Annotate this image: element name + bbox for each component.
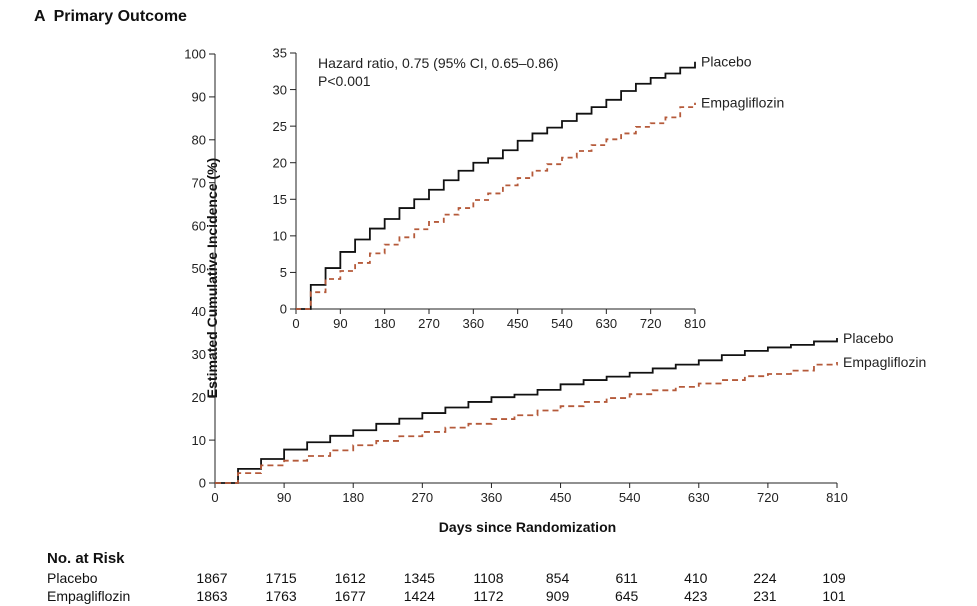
main-series-lines: Placebo Empagliflozin xyxy=(215,330,926,484)
inset-x-tick-label: 90 xyxy=(333,316,347,331)
risk-cell: 231 xyxy=(753,588,777,604)
inset-series-lines: Placebo Empagliflozin xyxy=(296,54,784,310)
risk-cell: 109 xyxy=(822,570,846,586)
inset-y-tick-label: 30 xyxy=(273,82,287,97)
risk-cell: 224 xyxy=(753,570,777,586)
main-y-tick-label: 50 xyxy=(192,261,206,276)
main-series-label-empagliflozin: Empagliflozin xyxy=(843,354,926,370)
inset-series-label-placebo: Placebo xyxy=(701,54,752,70)
inset-line-placebo xyxy=(296,61,696,310)
panel-title: A Primary Outcome xyxy=(34,8,187,26)
inset-y-tick-label: 5 xyxy=(280,265,287,280)
main-y-tick-label: 40 xyxy=(192,304,206,319)
risk-cell: 1424 xyxy=(403,588,435,604)
inset-y-tick-label: 35 xyxy=(273,46,287,61)
inset-axes: 0 5 10 15 20 25 30 35 0 90 180 270 360 450 540 630 720 81… xyxy=(273,46,706,331)
risk-table-title: No. at Risk xyxy=(47,550,125,567)
risk-cell: 410 xyxy=(684,570,708,586)
main-x-tick-label: 90 xyxy=(277,490,291,505)
risk-cell: 1715 xyxy=(265,570,297,586)
main-x-tick-label: 630 xyxy=(688,490,710,505)
main-y-tick-label: 90 xyxy=(192,90,206,105)
risk-cell: 1345 xyxy=(403,570,435,586)
main-y-tick-label: 10 xyxy=(192,433,206,448)
inset-y-tick-label: 15 xyxy=(273,192,287,207)
inset-series-label-empagliflozin: Empagliflozin xyxy=(701,95,784,111)
inset-x-tick-label: 450 xyxy=(507,316,529,331)
risk-row-label: Empagliflozin xyxy=(47,588,131,604)
hazard-ratio-annotation: Hazard ratio, 0.75 (95% CI, 0.65–0.86) xyxy=(318,55,558,71)
panel-letter: A xyxy=(34,8,46,25)
risk-cell: 1863 xyxy=(196,588,228,604)
risk-cell: 854 xyxy=(545,570,570,586)
inset-x-tick-label: 270 xyxy=(418,316,440,331)
main-x-tick-label: 450 xyxy=(550,490,572,505)
main-y-tick-label: 100 xyxy=(184,47,206,62)
risk-cell: 101 xyxy=(822,588,846,604)
main-x-tick-label: 270 xyxy=(411,490,433,505)
inset-y-tick-label: 10 xyxy=(273,229,287,244)
main-y-tick-label: 60 xyxy=(192,218,206,233)
x-axis-label-wrap: Days since Randomization xyxy=(0,519,977,535)
inset-x-tick-label: 720 xyxy=(640,316,662,331)
inset-y-tick-label: 0 xyxy=(280,302,287,317)
main-series-label-placebo: Placebo xyxy=(843,330,894,346)
risk-cell: 909 xyxy=(545,588,570,604)
inset-x-tick-label: 360 xyxy=(462,316,484,331)
risk-cell: 611 xyxy=(615,570,638,586)
main-x-tick-label: 540 xyxy=(619,490,641,505)
inset-y-tick-label: 25 xyxy=(273,119,287,134)
x-axis-label: Days since Randomization xyxy=(438,519,617,535)
risk-row-label: Placebo xyxy=(47,570,98,586)
main-line-empagliflozin xyxy=(215,362,838,484)
inset-y-tick-label: 20 xyxy=(273,155,287,170)
main-y-tick-label: 80 xyxy=(192,132,206,147)
risk-cell: 645 xyxy=(614,588,639,604)
inset-x-tick-label: 810 xyxy=(684,316,706,331)
main-x-tick-label: 810 xyxy=(826,490,848,505)
inset-x-tick-label: 630 xyxy=(595,316,617,331)
panel-title-text: Primary Outcome xyxy=(53,8,187,25)
risk-cell: 1612 xyxy=(334,570,366,586)
risk-cell: 1867 xyxy=(196,570,228,586)
inset-x-tick-label: 0 xyxy=(292,316,299,331)
risk-row-empagliflozin: Empagliflozin 1863 1763 1677 1424 1172 9… xyxy=(47,588,947,606)
main-y-tick-label: 20 xyxy=(192,390,206,405)
risk-cell: 1763 xyxy=(265,588,297,604)
risk-row-placebo: Placebo 1867 1715 1612 1345 1108 854 611… xyxy=(47,570,947,588)
main-line-placebo xyxy=(215,337,838,484)
risk-cell: 1677 xyxy=(334,588,366,604)
main-x-tick-label: 180 xyxy=(342,490,364,505)
main-y-tick-label: 30 xyxy=(192,347,206,362)
risk-cell: 423 xyxy=(684,588,708,604)
main-y-tick-label: 70 xyxy=(192,175,206,190)
inset-line-empagliflozin xyxy=(296,102,696,310)
risk-cell: 1172 xyxy=(473,588,504,604)
inset-x-tick-label: 180 xyxy=(374,316,396,331)
risk-cell: 1108 xyxy=(473,570,504,586)
risk-table: No. at Risk Placebo 1867 1715 1612 1345 … xyxy=(47,550,947,606)
main-x-tick-label: 0 xyxy=(211,490,218,505)
main-y-tick-label: 0 xyxy=(199,476,206,491)
inset-x-tick-label: 540 xyxy=(551,316,573,331)
main-x-tick-label: 360 xyxy=(481,490,503,505)
main-x-tick-label: 720 xyxy=(757,490,779,505)
hazard-ratio-annotation: P<0.001 xyxy=(318,73,371,89)
